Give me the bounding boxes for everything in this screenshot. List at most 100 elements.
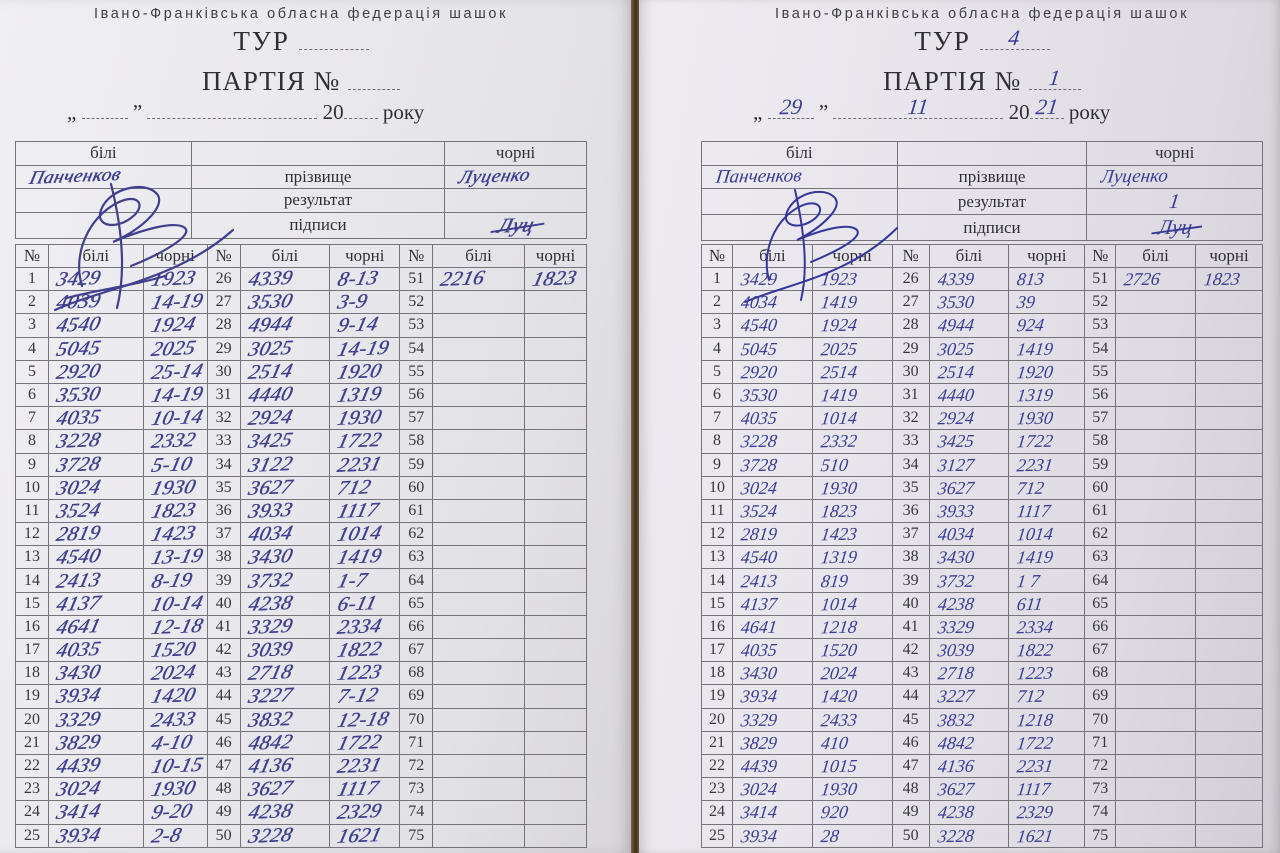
move-cell: 3829 bbox=[731, 730, 813, 755]
move-cell bbox=[432, 498, 525, 524]
move-cell bbox=[1195, 382, 1263, 408]
moves-header-black: чорні bbox=[329, 244, 401, 268]
moves-table: № білі чорні № білі чорні № білі чорні 1 3429 1923 2… bbox=[15, 244, 588, 848]
move-cell: 3430 bbox=[731, 661, 813, 686]
move-cell bbox=[1195, 336, 1263, 361]
move-cell: 8-19 bbox=[142, 568, 208, 593]
move-cell: 6-11 bbox=[329, 591, 401, 616]
move-cell: 2231 bbox=[1008, 452, 1086, 477]
day-blank: 29 bbox=[767, 94, 814, 119]
move-cell bbox=[523, 614, 588, 640]
move-cell: 1419 bbox=[1008, 336, 1086, 361]
move-cell: 3228 bbox=[239, 823, 331, 848]
moves-row: 19 3934 1420 44 3227 7-12 69 bbox=[15, 684, 588, 709]
move-cell: 4339 bbox=[928, 266, 1010, 292]
moves-row: 14 2413 819 39 3732 1 7 64 bbox=[701, 568, 1263, 593]
move-number: 44 bbox=[891, 684, 930, 709]
move-cell: 4439 bbox=[731, 753, 813, 779]
move-number: 55 bbox=[399, 359, 434, 384]
federation-title: Івано-Франківська обласна федерація шашо… bbox=[774, 6, 1190, 22]
quote-open: „ bbox=[753, 100, 763, 124]
move-cell bbox=[1195, 313, 1263, 338]
move-cell bbox=[1195, 475, 1263, 500]
day-value bbox=[81, 119, 128, 121]
game-label: ПАРТІЯ № bbox=[882, 66, 1022, 96]
moves-header-white: білі bbox=[1115, 244, 1197, 268]
move-cell: 1823 bbox=[523, 266, 588, 292]
move-cell: 3024 bbox=[731, 475, 813, 500]
move-cell: 3934 bbox=[731, 684, 813, 709]
game-number bbox=[348, 90, 401, 92]
move-number: 22 bbox=[15, 753, 49, 779]
move-number: 66 bbox=[1084, 614, 1117, 640]
move-cell: 1722 bbox=[1008, 730, 1086, 755]
move-cell: 3627 bbox=[928, 777, 1010, 802]
move-number: 61 bbox=[399, 498, 434, 524]
move-cell: 3024 bbox=[731, 777, 813, 802]
moves-row: 24 3414 920 49 4238 2329 74 bbox=[701, 800, 1263, 825]
move-number: 18 bbox=[701, 661, 733, 686]
move-cell: 712 bbox=[1008, 684, 1086, 709]
move-number: 72 bbox=[1084, 753, 1117, 779]
move-cell bbox=[432, 406, 525, 431]
move-cell bbox=[523, 591, 588, 616]
move-cell: 1223 bbox=[329, 661, 401, 686]
move-cell bbox=[1115, 684, 1197, 709]
move-number: 21 bbox=[701, 730, 733, 755]
players-table: білі чорні Панченков прізвище Луценко ре… bbox=[701, 141, 1263, 241]
move-number: 67 bbox=[399, 637, 434, 663]
move-number: 10 bbox=[701, 475, 733, 500]
move-cell: 924 bbox=[1008, 313, 1086, 338]
move-cell bbox=[1195, 498, 1263, 524]
move-cell: 3414 bbox=[47, 800, 144, 825]
move-cell bbox=[1115, 707, 1197, 732]
black-player-name: Луценко bbox=[456, 164, 533, 189]
players-table: білі чорні Панченков прізвище Луценко ре… bbox=[15, 141, 587, 239]
move-cell bbox=[1115, 359, 1197, 384]
white-signature bbox=[744, 189, 898, 303]
score-sheet-left: Івано-Франківська обласна федерація шашо… bbox=[0, 0, 632, 853]
move-cell: 3732 bbox=[928, 568, 1010, 593]
move-number: 61 bbox=[1084, 498, 1117, 524]
move-cell: 1420 bbox=[811, 684, 893, 709]
move-cell bbox=[1115, 800, 1197, 825]
result-label: результат bbox=[896, 188, 1088, 215]
move-cell bbox=[523, 707, 588, 732]
move-number: 70 bbox=[1084, 707, 1117, 732]
move-number: 56 bbox=[1084, 382, 1117, 408]
move-number: 51 bbox=[1084, 266, 1117, 292]
move-cell: 3228 bbox=[47, 429, 144, 454]
move-cell: 510 bbox=[811, 452, 893, 477]
move-cell: 4440 bbox=[928, 382, 1010, 408]
move-cell: 2025 bbox=[142, 336, 208, 361]
game-line: ПАРТІЯ № 1 bbox=[701, 65, 1263, 97]
move-cell: 712 bbox=[329, 475, 401, 500]
moves-row: 10 3024 1930 35 3627 712 60 bbox=[701, 475, 1263, 500]
move-cell: 3728 bbox=[731, 452, 813, 477]
moves-row: 21 3829 410 46 4842 1722 71 bbox=[701, 730, 1263, 755]
year-word: року bbox=[382, 100, 425, 124]
move-cell: 1722 bbox=[1008, 429, 1086, 454]
move-cell: 4842 bbox=[239, 730, 331, 755]
move-number: 69 bbox=[399, 684, 434, 709]
move-number: 37 bbox=[206, 522, 241, 547]
move-cell bbox=[1115, 637, 1197, 663]
moves-row: 12 2819 1423 37 4034 1014 62 bbox=[15, 522, 588, 547]
move-cell: 39 bbox=[1008, 290, 1086, 315]
move-number: 44 bbox=[206, 684, 241, 709]
move-number: 3 bbox=[701, 313, 733, 338]
move-cell: 1930 bbox=[142, 475, 208, 500]
move-number: 33 bbox=[891, 429, 930, 454]
move-cell: 3430 bbox=[47, 661, 144, 686]
move-number: 4 bbox=[15, 336, 49, 361]
black-signature: Луц bbox=[1156, 214, 1194, 240]
move-number: 14 bbox=[701, 568, 733, 593]
moves-row: 15 4137 10-14 40 4238 6-11 65 bbox=[15, 591, 588, 616]
move-number: 34 bbox=[891, 452, 930, 477]
move-cell bbox=[523, 753, 588, 779]
move-cell bbox=[1195, 545, 1263, 570]
move-number: 49 bbox=[206, 800, 241, 825]
moves-row: 20 3329 2433 45 3832 12-18 70 bbox=[15, 707, 588, 732]
move-cell bbox=[432, 591, 525, 616]
move-number: 39 bbox=[891, 568, 930, 593]
